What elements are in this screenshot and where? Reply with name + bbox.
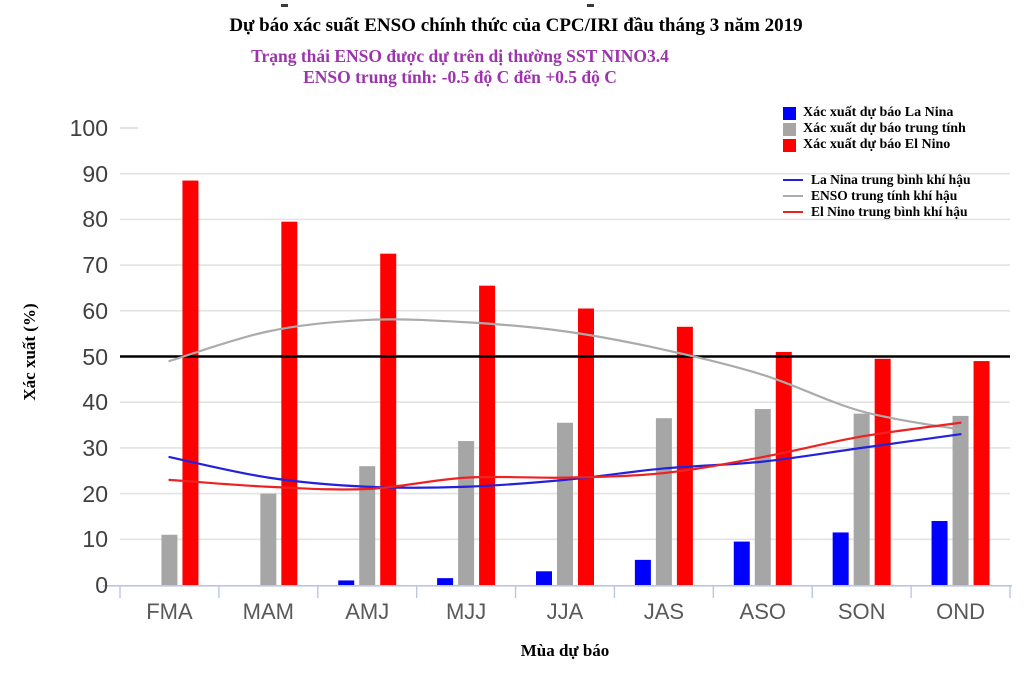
legend-label: Xác xuất dự báo trung tính [803, 121, 966, 136]
legend-line-entries: La Nina trung bình khí hậu ENSO trung tín… [783, 172, 1019, 220]
legend-line-sample-icon [783, 210, 803, 214]
legend-line-sample-icon [783, 194, 803, 198]
legend-item-line-0: La Nina trung bình khí hậu [783, 172, 1019, 188]
y-tick-label-30: 30 [82, 434, 108, 461]
x-axis-title: Mùa dự báo [520, 641, 610, 660]
x-tick-label-JAS: JAS [643, 599, 685, 624]
bar-AMJ-1 [359, 466, 376, 585]
bar-JAS-1 [655, 418, 672, 585]
x-tick-label-SON: SON [837, 599, 886, 624]
legend-swatch-icon [783, 138, 796, 152]
legend-item-bar-1: Xác xuất dự báo trung tính [783, 121, 1019, 137]
bar-AMJ-0 [338, 580, 355, 585]
x-tick-label-MAM: MAM [242, 599, 294, 624]
bar-AMJ-2 [380, 253, 397, 586]
y-tick-label-60: 60 [82, 297, 108, 324]
cropped-text-artifact-left [281, 4, 288, 7]
climatology-line-2 [168, 421, 962, 491]
bar-OND-0 [931, 521, 948, 585]
bar-OND-2 [973, 361, 990, 585]
y-tick-label-80: 80 [82, 206, 108, 233]
cropped-text-artifact-right [587, 4, 594, 7]
bar-ASO-1 [754, 409, 771, 585]
bar-FMA-1 [161, 534, 178, 585]
bar-JJA-1 [557, 422, 573, 585]
bar-FMA-2 [182, 180, 199, 585]
legend-label: La Nina trung bình khí hậu [811, 172, 971, 187]
bar-JJA-2 [578, 308, 594, 585]
legend-bar-entries: Xác xuất dự báo La Nina Xác xuất dự báo t… [783, 105, 1019, 153]
bar-MJJ-0 [437, 578, 454, 585]
y-tick-label-50: 50 [82, 343, 108, 370]
y-axis-title: Xác xuất (%) [20, 303, 39, 401]
bar-JAS-2 [676, 326, 693, 585]
x-tick-label-FMA: FMA [146, 599, 193, 624]
bar-JAS-0 [634, 559, 651, 585]
chart-subtitle-line1: Trạng thái ENSO được dự trên dị thường S… [251, 46, 669, 66]
x-tick-label-MJJ: MJJ [445, 599, 487, 624]
x-tick-label-ASO: ASO [739, 599, 786, 624]
climatology-line-1 [168, 318, 962, 431]
legend-swatch-icon [783, 122, 796, 136]
legend-label: Xác xuất dự báo El Nino [803, 137, 951, 152]
legend-item-bar-2: Xác xuất dự báo El Nino [783, 137, 1019, 153]
legend-label: El Nino trung bình khí hậu [811, 204, 968, 219]
bar-MJJ-1 [458, 441, 475, 585]
y-tick-label-90: 90 [82, 160, 108, 187]
bar-OND-1 [952, 415, 969, 585]
climatology-line-0 [168, 433, 962, 489]
chart-legend: Xác xuất dự báo La Nina Xác xuất dự báo t… [783, 105, 1019, 220]
bar-SON-1 [853, 413, 870, 585]
legend-label: ENSO trung tính khí hậu [811, 188, 958, 203]
chart-subtitle-line2: ENSO trung tính: -0.5 độ C đến +0.5 độ C [303, 67, 617, 87]
x-tick-label-JJA: JJA [546, 599, 584, 624]
bar-MAM-1 [260, 493, 277, 585]
legend-swatch-icon [783, 106, 796, 120]
bar-ASO-2 [775, 351, 792, 585]
bar-SON-0 [832, 532, 849, 585]
y-tick-label-0: 0 [95, 572, 108, 598]
bar-SON-2 [874, 358, 891, 585]
y-tick-label-10: 10 [82, 526, 108, 553]
legend-item-bar-0: Xác xuất dự báo La Nina [783, 105, 1019, 121]
bar-MAM-2 [281, 221, 298, 585]
x-tick-label-AMJ: AMJ [345, 599, 390, 624]
legend-item-line-2: El Nino trung bình khí hậu [783, 204, 1019, 220]
legend-label: Xác xuất dự báo La Nina [803, 105, 954, 120]
x-tick-label-OND: OND [936, 599, 985, 624]
chart-title: Dự báo xác suất ENSO chính thức của CPC/… [229, 15, 803, 36]
legend-item-line-1: ENSO trung tính khí hậu [783, 188, 1019, 204]
legend-line-sample-icon [783, 178, 803, 182]
y-tick-label-20: 20 [82, 480, 108, 507]
bar-JJA-0 [536, 571, 552, 585]
bar-MJJ-2 [479, 285, 496, 585]
y-tick-label-70: 70 [82, 252, 108, 279]
y-tick-label-40: 40 [82, 389, 108, 416]
bar-ASO-0 [733, 541, 750, 585]
y-tick-label-100: 100 [69, 115, 108, 141]
